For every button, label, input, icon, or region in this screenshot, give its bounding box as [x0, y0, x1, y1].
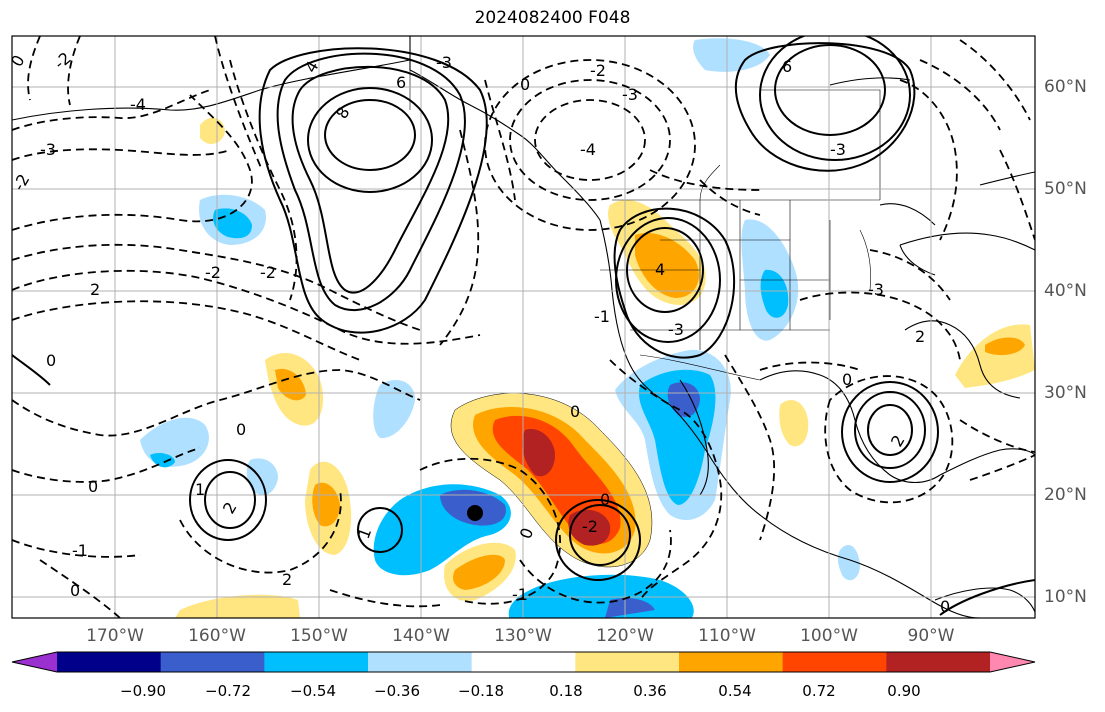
- colorbar-tick-label: 0.36: [633, 682, 667, 700]
- positive-anomaly-region: [635, 232, 699, 298]
- negative-anomaly-region: [246, 458, 278, 496]
- contour-label: 2: [915, 327, 925, 346]
- shaded-anomaly-fields: [140, 38, 1035, 618]
- colorbar-tick-label: 0.18: [549, 682, 583, 700]
- contour-label: -3: [436, 53, 452, 72]
- negative-anomaly-region: [760, 269, 789, 318]
- longitude-label: 90°W: [907, 626, 955, 646]
- contour-label: -2: [582, 517, 598, 536]
- contour-label: -1: [594, 307, 610, 326]
- longitude-label: 140°W: [392, 626, 450, 646]
- longitude-label: 170°W: [86, 626, 144, 646]
- contour-label: 0: [520, 75, 530, 94]
- positive-contours: [12, 36, 1035, 616]
- positive-anomaly-region: [453, 554, 505, 590]
- colorbar-extend-high: [990, 652, 1035, 672]
- negative-anomaly-region: [373, 380, 415, 439]
- latitude-label: 20°N: [1044, 485, 1087, 505]
- colorbar-swatch: [886, 652, 991, 672]
- negative-anomaly-region: [837, 545, 860, 581]
- latitude-label: 60°N: [1044, 77, 1087, 97]
- contour-label: 0: [600, 490, 610, 509]
- colorbar-tick-label: −0.90: [120, 682, 166, 700]
- negative-anomaly-region: [213, 208, 252, 239]
- colorbar-swatch: [471, 652, 576, 672]
- contour-label: 0: [88, 477, 98, 496]
- colorbar-swatch: [368, 652, 473, 672]
- contour-label: 0: [46, 351, 56, 370]
- gridlines: [12, 36, 1035, 618]
- longitude-label: 110°W: [698, 626, 756, 646]
- contour-label: -3: [40, 140, 56, 159]
- longitude-label: 150°W: [290, 626, 348, 646]
- contour-label: -4: [580, 140, 596, 159]
- negative-contours: [12, 36, 1035, 618]
- colorbar-tick-label: −0.72: [205, 682, 251, 700]
- colorbar-tick-label: −0.54: [290, 682, 336, 700]
- contour-label: 6: [396, 73, 406, 92]
- positive-anomaly-region: [779, 400, 809, 447]
- contour-label: 6: [782, 57, 792, 76]
- longitude-label: 120°W: [596, 626, 654, 646]
- positive-anomaly-region: [568, 509, 611, 546]
- latitude-label: 50°N: [1044, 179, 1087, 199]
- positive-anomaly-region: [175, 594, 300, 618]
- colorbar-tick-label: −0.18: [458, 682, 504, 700]
- colorbar-swatch: [679, 652, 784, 672]
- contour-label: -3: [868, 280, 884, 299]
- colorbar-swatch: [575, 652, 680, 672]
- negative-anomaly-region: [150, 452, 175, 468]
- contour-label: 0: [940, 597, 950, 616]
- contour-label: -3: [668, 320, 684, 339]
- colorbar-tick-label: 0.72: [802, 682, 836, 700]
- contour-label: 0: [842, 370, 852, 389]
- contour-label: 2: [282, 570, 292, 589]
- colorbar-swatch: [782, 652, 887, 672]
- contour-label: -2: [590, 61, 606, 80]
- colorbar-extend-low: [12, 652, 57, 672]
- positive-anomaly-region: [985, 337, 1025, 356]
- latitude-label: 10°N: [1044, 587, 1087, 607]
- negative-anomaly-region: [605, 598, 655, 618]
- contour-label: 4: [655, 260, 665, 279]
- positive-anomaly-region: [522, 429, 555, 477]
- page-title: 2024082400 F048: [474, 8, 631, 28]
- colorbar-tick-label: 0.54: [718, 682, 752, 700]
- contour-label: -2: [260, 263, 276, 282]
- contour-label: 2: [90, 280, 100, 299]
- colorbar-outline: [11, 651, 1036, 673]
- contour-label: 0: [70, 581, 80, 600]
- contour-label: -3: [622, 85, 638, 104]
- contour-label: -3: [830, 140, 846, 159]
- contour-label: 0: [236, 420, 246, 439]
- map-frame: [11, 35, 1036, 619]
- contour-label: -1: [512, 585, 528, 604]
- contour-label: 1: [195, 480, 205, 499]
- colorbar-tick-label: 0.90: [887, 682, 921, 700]
- longitude-label: 160°W: [188, 626, 246, 646]
- max-marker: [467, 505, 483, 521]
- colorbar-swatch: [57, 652, 162, 672]
- contour-label: -1: [72, 541, 88, 560]
- latitude-label: 40°N: [1044, 281, 1087, 301]
- coastlines: [12, 36, 1035, 618]
- latitude-label: 30°N: [1044, 383, 1087, 403]
- colorbar-tick-label: −0.36: [374, 682, 420, 700]
- contour-label: -4: [130, 95, 146, 114]
- negative-anomaly-region: [693, 38, 770, 72]
- colorbar: [11, 651, 1036, 673]
- contour-label: -2: [205, 263, 221, 282]
- longitude-label: 100°W: [800, 626, 858, 646]
- longitude-label: 130°W: [494, 626, 552, 646]
- contour-label: 0: [570, 402, 580, 421]
- colorbar-swatch: [264, 652, 369, 672]
- contour-labels: -2 0 -4 -3 4 -2 -3 6 8 -2 0 -3 -4 6 -2 2…: [7, 48, 950, 616]
- colorbar-swatch: [160, 652, 265, 672]
